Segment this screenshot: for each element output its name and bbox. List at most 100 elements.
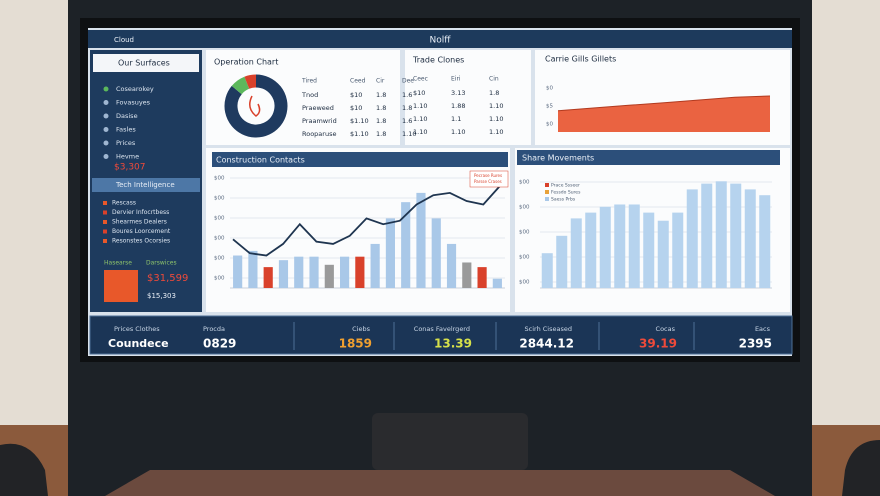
legend-label: Parsse Crases xyxy=(474,179,502,184)
bar xyxy=(233,255,243,288)
legend-swatch xyxy=(545,190,549,194)
kpi-label: Procda xyxy=(203,325,225,333)
legend-label: Saess Prbs xyxy=(551,197,576,203)
sidebar-icon xyxy=(103,229,107,234)
bar xyxy=(278,260,289,288)
sidebar-icon xyxy=(103,140,109,146)
sidebar-icon xyxy=(103,113,109,119)
area-edge xyxy=(557,95,771,112)
sidebar-item: Cosearokey xyxy=(116,85,154,93)
panel xyxy=(405,50,531,145)
bar xyxy=(686,189,698,288)
table-header: Ceed xyxy=(350,78,366,85)
table-cell: 1.1 xyxy=(451,115,461,123)
area xyxy=(558,96,770,132)
table-cell: 1.6 xyxy=(402,117,412,125)
line xyxy=(232,185,501,257)
bar xyxy=(614,204,626,288)
donut-slice xyxy=(231,76,250,95)
bar xyxy=(759,195,771,288)
table-cell: 3.13 xyxy=(451,89,465,97)
sidebar-item: Rescass xyxy=(112,200,136,207)
table-cell: 1.10 xyxy=(413,128,427,136)
bar xyxy=(355,256,365,288)
sidebar-top-label: Our Surfaces xyxy=(118,59,170,68)
bar xyxy=(401,202,411,288)
bar xyxy=(744,189,756,288)
y-tick-label: $00 xyxy=(214,176,225,182)
table-header: Ceec xyxy=(413,76,428,83)
panel-title: Trade Clones xyxy=(412,56,464,65)
sidebar-item: Fasles xyxy=(116,126,136,134)
sidebar-item: Dervier Infocrtbess xyxy=(112,209,169,216)
bar xyxy=(492,278,502,288)
kpi-label: Conas Favelrgerd xyxy=(414,325,470,333)
table-cell: $10 xyxy=(350,104,362,112)
app-name: Cloud xyxy=(114,36,134,44)
table-cell: 1.10 xyxy=(402,130,416,138)
table-cell: 1.10 xyxy=(451,128,465,136)
sidebar-icon xyxy=(103,220,107,224)
sidebar-foot-value: $31,599 xyxy=(147,273,188,284)
chair xyxy=(842,440,880,496)
sidebar-item: Fovasuyes xyxy=(116,99,151,107)
panel-title-bar xyxy=(212,152,508,167)
header-bar xyxy=(88,30,792,48)
bar xyxy=(643,212,655,288)
bar xyxy=(730,183,742,288)
table-header: Cir xyxy=(376,78,385,85)
table-cell: 1.8 xyxy=(376,117,386,125)
sidebar-top xyxy=(93,54,199,72)
bar xyxy=(628,204,640,288)
table-cell: Rooparuse xyxy=(302,130,336,138)
table-cell: 1.8 xyxy=(376,130,386,138)
kpi-value: 2844.12 xyxy=(519,337,574,351)
sidebar-item: Dasise xyxy=(116,112,138,120)
bar xyxy=(701,183,713,288)
legend-swatch xyxy=(545,197,549,201)
table-cell: 1.10 xyxy=(489,102,503,110)
panel-title: Carrie Gills Gillets xyxy=(545,55,616,64)
kpi-value: 39.19 xyxy=(639,337,677,351)
kpi-label: Ciebs xyxy=(352,325,370,333)
bar xyxy=(462,262,472,288)
bar xyxy=(309,256,319,288)
bar xyxy=(248,250,258,288)
sidebar-active xyxy=(92,178,200,192)
bar xyxy=(477,267,487,288)
y-tick-label: $0 xyxy=(546,86,553,92)
bar xyxy=(570,218,582,288)
table-cell: $10 xyxy=(350,91,362,99)
panel-title: Construction Contacts xyxy=(216,156,305,165)
y-tick-label: $00 xyxy=(519,205,530,211)
legend-swatch xyxy=(545,183,549,187)
bar xyxy=(294,256,304,288)
y-tick-label: $00 xyxy=(519,230,530,236)
panel-title-bar xyxy=(517,150,780,165)
legend-box xyxy=(469,170,509,188)
table-cell: 1.10 xyxy=(413,102,427,110)
table-cell: 1.6 xyxy=(402,91,412,99)
y-tick-label: $00 xyxy=(519,255,530,261)
table-cell: 1.8 xyxy=(376,91,386,99)
table-cell: Praamwrid xyxy=(302,117,337,125)
bar xyxy=(657,220,669,288)
kpi-label: Eacs xyxy=(755,325,771,333)
y-tick-label: $00 xyxy=(519,180,530,186)
kpi-value: 2395 xyxy=(739,337,772,351)
table xyxy=(105,470,775,496)
bar xyxy=(541,253,553,288)
y-tick-label: $00 xyxy=(214,236,225,242)
sidebar-icon xyxy=(103,201,107,205)
bar xyxy=(585,212,597,288)
panel-title: Share Movements xyxy=(522,154,594,163)
sidebar-alert: $3,307 xyxy=(114,163,146,173)
table-cell: 1.8 xyxy=(376,104,386,112)
table-cell: $1.10 xyxy=(350,130,369,138)
sidebar-label: Hasearse xyxy=(104,260,132,267)
kpi-value: Coundece xyxy=(108,337,169,350)
table-header: Dee xyxy=(402,78,414,85)
table-header: Cin xyxy=(489,76,499,83)
